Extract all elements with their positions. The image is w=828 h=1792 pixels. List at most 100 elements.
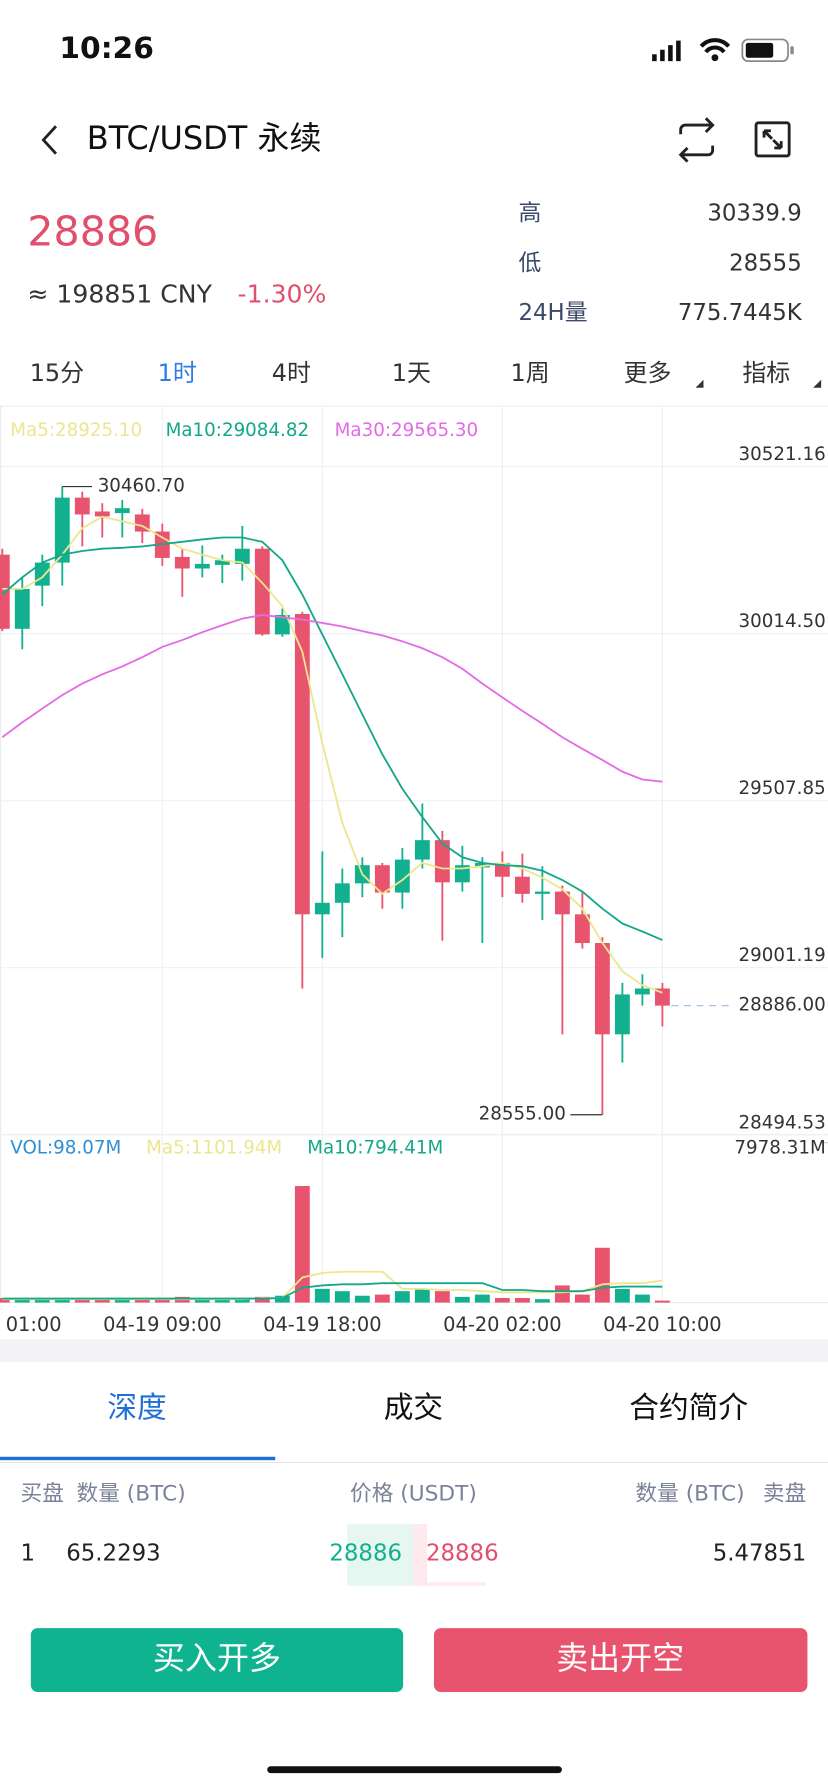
- cell: 28886: [426, 1540, 499, 1566]
- timeframe-tab[interactable]: 1天: [392, 359, 431, 387]
- candle-body: [14, 588, 30, 629]
- candle-body: [534, 891, 550, 894]
- volume-bar: [334, 1291, 350, 1303]
- candle-body: [394, 859, 410, 893]
- candle-body: [434, 840, 450, 883]
- last-price-label: 28886.00: [739, 995, 826, 1016]
- candle-body: [54, 497, 70, 563]
- candle-body: [474, 862, 490, 868]
- candle-body: [454, 865, 470, 883]
- dropdown-arrow: [695, 379, 704, 388]
- timeframe-tab[interactable]: 4时: [272, 359, 311, 387]
- stat-label: 低: [518, 250, 541, 276]
- volume-tick-label: 7978.31M: [734, 1137, 825, 1158]
- y-tick-label: 29507.85: [739, 778, 826, 799]
- tab-indicator: [0, 1456, 276, 1461]
- volume-bar: [294, 1186, 310, 1303]
- timeframe-tab[interactable]: 指标: [742, 359, 790, 387]
- volume-bar: [614, 1288, 630, 1303]
- candle-body: [234, 548, 250, 564]
- volume-bar: [454, 1296, 470, 1303]
- candle-body: [274, 614, 290, 635]
- fullscreen-button[interactable]: [754, 121, 791, 158]
- cny-price: ≈ 198851 CNY: [27, 279, 212, 308]
- volume-bar: [554, 1285, 570, 1303]
- volume-bar: [194, 1299, 210, 1303]
- tab[interactable]: 成交: [384, 1390, 443, 1425]
- cell: 5.4785: [713, 1540, 793, 1566]
- volume-bar: [534, 1299, 550, 1303]
- volume-bar: [474, 1294, 490, 1303]
- timeframe-bar: 15分 1时 4时 1天 1周 更多 指标: [30, 359, 791, 387]
- ask-depth-bar: [413, 1524, 428, 1586]
- timeframe-tab[interactable]: 1周: [511, 359, 550, 387]
- volume-bar: [414, 1288, 430, 1303]
- legend-entry: Ma10:794.41M: [307, 1137, 443, 1158]
- stat-value: 28555: [729, 250, 802, 276]
- x-tick-label: 04-20 10:00: [603, 1313, 721, 1336]
- back-button[interactable]: [41, 125, 58, 155]
- tab[interactable]: 深度: [107, 1390, 166, 1425]
- cell: 1: [792, 1540, 807, 1566]
- last-price: 28886: [27, 208, 158, 256]
- candle-body: [594, 943, 610, 1035]
- status-icons: [652, 38, 794, 63]
- volume-bar: [74, 1299, 90, 1303]
- swap-button[interactable]: [678, 117, 715, 163]
- button-label: 卖出开空: [556, 1639, 684, 1677]
- volume-bar: [514, 1298, 530, 1303]
- volume-bar: [134, 1299, 150, 1303]
- candle-body: [294, 613, 310, 915]
- tab[interactable]: 合约简介: [629, 1390, 748, 1425]
- timeframe-tab[interactable]: 1时: [158, 359, 197, 387]
- y-tick-label: 30521.16: [739, 444, 826, 465]
- cell: 65.2293: [66, 1540, 160, 1566]
- volume-bar: [494, 1298, 510, 1303]
- legend-entry: Ma10:29084.82: [166, 420, 310, 441]
- volume-bar: [274, 1295, 290, 1303]
- candle-body: [494, 862, 510, 877]
- price-change: -1.30%: [238, 279, 327, 308]
- bid-depth-bar: [347, 1524, 414, 1586]
- volume-bar: [234, 1299, 250, 1303]
- legend-entry: Ma30:29565.30: [335, 420, 479, 441]
- candle-body: [514, 876, 530, 894]
- status-time: 10:26: [59, 31, 154, 66]
- volume-bar: [214, 1299, 230, 1303]
- depth-row: 1 65.2293 28886 28886 5.4785 1: [21, 1524, 807, 1586]
- page-title: BTC/USDT 永续: [87, 119, 322, 157]
- ma-line: [1, 536, 663, 941]
- stat-value: 30339.9: [707, 201, 801, 227]
- y-tick-label: 28494.53: [739, 1112, 826, 1133]
- volume-bar: [434, 1291, 450, 1303]
- sell-button[interactable]: 卖出开空: [433, 1628, 808, 1693]
- candle-body: [114, 508, 130, 514]
- tab-bar: 深度 成交 合约简介: [0, 1390, 748, 1461]
- volume-bar: [594, 1247, 610, 1303]
- candle-body: [574, 914, 590, 944]
- volume-bar: [574, 1294, 590, 1303]
- timeframe-tab[interactable]: 15分: [30, 359, 84, 387]
- volume-bar: [154, 1298, 170, 1303]
- cell: 1: [21, 1540, 36, 1566]
- volume-bar: [314, 1288, 330, 1303]
- volume-bar: [114, 1299, 130, 1303]
- legend-entry: Ma5:28925.10: [10, 420, 142, 441]
- ma-line: [1, 614, 663, 783]
- candle-body: [194, 563, 210, 569]
- volume-bar: [254, 1296, 270, 1303]
- stat-label: 高: [518, 201, 541, 227]
- buy-button[interactable]: 买入开多: [30, 1628, 404, 1693]
- y-tick-label: 30014.50: [739, 611, 826, 632]
- y-tick-label: 29001.19: [739, 945, 826, 966]
- header-cell: 数量 (BTC): [635, 1481, 744, 1506]
- ma-line: [2, 515, 663, 994]
- candle-body: [614, 994, 630, 1035]
- volume-bar: [354, 1295, 370, 1303]
- dropdown-arrow: [813, 379, 822, 388]
- kline-chart: 01:00 04-19 09:00 04-19 18:00 04-20 02:00 04…: [0, 405, 828, 1336]
- header-cell: 数量 (BTC): [77, 1481, 186, 1506]
- timeframe-tab[interactable]: 更多: [624, 359, 672, 387]
